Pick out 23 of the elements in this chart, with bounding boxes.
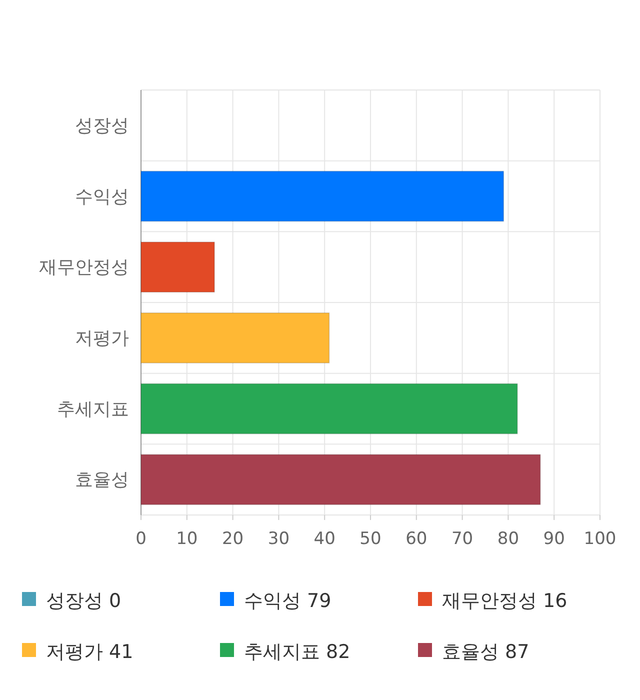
x-tick-label: 20 <box>222 529 244 549</box>
x-tick-label: 80 <box>497 529 520 549</box>
legend-label: 추세지표 82 <box>244 641 350 663</box>
x-tick-label: 60 <box>406 529 428 549</box>
y-tick-label: 추세지표 <box>57 398 129 420</box>
x-tick-label: 50 <box>360 529 382 549</box>
x-tick-label: 40 <box>314 529 336 549</box>
x-tick-label: 100 <box>584 529 616 549</box>
x-tick-label: 0 <box>136 529 146 549</box>
y-tick-label: 재무안정성 <box>39 257 129 278</box>
y-tick-label: 수익성 <box>75 186 129 208</box>
y-tick-label: 성장성 <box>75 115 129 136</box>
legend-label: 효율성 87 <box>442 641 530 663</box>
legend-label: 수익성 79 <box>244 590 332 612</box>
y-tick-label: 효율성 <box>75 470 129 491</box>
x-tick-label: 10 <box>176 529 198 549</box>
x-tick-label: 90 <box>543 529 565 549</box>
x-tick-label: 30 <box>268 529 290 549</box>
x-tick-label: 70 <box>451 529 474 549</box>
legend-label: 저평가 41 <box>46 641 134 663</box>
legend-label: 재무안정성 16 <box>442 590 568 612</box>
y-tick-label: 저평가 <box>75 328 129 349</box>
legend-label: 성장성 0 <box>46 590 122 612</box>
